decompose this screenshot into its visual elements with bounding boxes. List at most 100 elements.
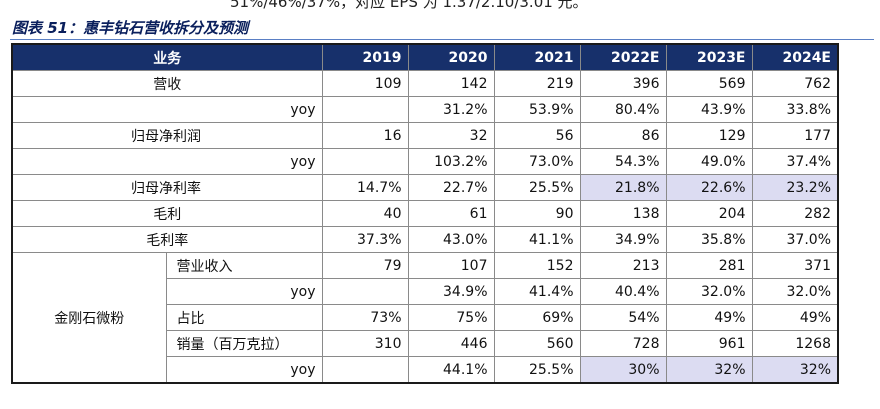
cell: 32.0% bbox=[751, 278, 839, 305]
cell: 14.7% bbox=[321, 174, 409, 201]
caption-divider bbox=[10, 39, 874, 40]
cell: 446 bbox=[407, 330, 495, 357]
cell-highlighted: 23.2% bbox=[751, 174, 839, 201]
cell: 79 bbox=[321, 252, 409, 279]
table-row: 占比 73% 75% 69% 54% 49% 49% bbox=[12, 304, 839, 331]
row-label: yoy bbox=[165, 278, 323, 305]
cell: 49% bbox=[751, 304, 839, 331]
cell: 41.1% bbox=[493, 226, 581, 253]
header-business: 业务 bbox=[11, 43, 323, 71]
cell: 310 bbox=[321, 330, 409, 357]
cell: 129 bbox=[665, 122, 753, 149]
cell: 371 bbox=[751, 252, 839, 279]
cell: 40 bbox=[321, 200, 409, 227]
cell-highlighted: 32% bbox=[665, 356, 753, 384]
row-label: 占比 bbox=[165, 304, 323, 331]
cell: 37.0% bbox=[751, 226, 839, 253]
cell: 56 bbox=[493, 122, 581, 149]
cell: 32 bbox=[407, 122, 495, 149]
header-year: 2021 bbox=[493, 43, 581, 71]
cell: 142 bbox=[407, 70, 495, 97]
row-label: yoy bbox=[165, 356, 323, 384]
table-row: yoy 31.2% 53.9% 80.4% 43.9% 33.8% bbox=[11, 96, 839, 123]
cell: 43.0% bbox=[407, 226, 495, 253]
cell: 34.9% bbox=[579, 226, 667, 253]
table-row: 销量（百万克拉） 310 446 560 728 961 1268 bbox=[12, 330, 839, 357]
cell: 37.3% bbox=[321, 226, 409, 253]
cell: 204 bbox=[665, 200, 753, 227]
cell: 25.5% bbox=[493, 174, 581, 201]
table-row: 毛利 40 61 90 138 204 282 bbox=[11, 200, 839, 227]
cell: 61 bbox=[407, 200, 495, 227]
row-label: yoy bbox=[11, 148, 323, 175]
cell: 396 bbox=[579, 70, 667, 97]
cell: 762 bbox=[751, 70, 839, 97]
cell bbox=[321, 278, 409, 305]
cell: 53.9% bbox=[493, 96, 581, 123]
row-label: 毛利率 bbox=[11, 226, 323, 253]
segment-label: 金刚石微粉 bbox=[11, 252, 167, 384]
row-label: 销量（百万克拉） bbox=[165, 330, 323, 357]
row-label: 归母净利润 bbox=[11, 122, 323, 149]
cell: 49% bbox=[665, 304, 753, 331]
table-row: 毛利率 37.3% 43.0% 41.1% 34.9% 35.8% 37.0% bbox=[11, 226, 839, 253]
cell: 152 bbox=[493, 252, 581, 279]
row-label: yoy bbox=[11, 96, 323, 123]
cell: 43.9% bbox=[665, 96, 753, 123]
cell: 44.1% bbox=[407, 356, 495, 384]
row-label: 毛利 bbox=[11, 200, 323, 227]
cell-highlighted: 32% bbox=[751, 356, 839, 384]
header-year: 2022E bbox=[579, 43, 667, 71]
table-row: 营收 109 142 219 396 569 762 bbox=[11, 70, 839, 97]
cell-highlighted: 22.6% bbox=[665, 174, 753, 201]
cell: 213 bbox=[579, 252, 667, 279]
cell: 49.0% bbox=[665, 148, 753, 175]
cell-highlighted: 21.8% bbox=[579, 174, 667, 201]
cell: 33.8% bbox=[751, 96, 839, 123]
cell: 75% bbox=[407, 304, 495, 331]
cell: 73% bbox=[321, 304, 409, 331]
cell: 560 bbox=[493, 330, 581, 357]
header-year: 2023E bbox=[665, 43, 753, 71]
cell: 138 bbox=[579, 200, 667, 227]
table-row: 归母净利率 14.7% 22.7% 25.5% 21.8% 22.6% 23.2… bbox=[11, 174, 839, 201]
cell: 107 bbox=[407, 252, 495, 279]
cell: 80.4% bbox=[579, 96, 667, 123]
cell: 22.7% bbox=[407, 174, 495, 201]
row-label: 归母净利率 bbox=[11, 174, 323, 201]
cell: 961 bbox=[665, 330, 753, 357]
cell: 34.9% bbox=[407, 278, 495, 305]
cell bbox=[321, 356, 409, 384]
cell: 109 bbox=[321, 70, 409, 97]
cell: 103.2% bbox=[407, 148, 495, 175]
table-header-row: 业务 2019 2020 2021 2022E 2023E 2024E bbox=[11, 43, 839, 71]
cut-off-text: 51%/46%/37%，对应 EPS 为 1.37/2.10/3.01 元。 bbox=[230, 0, 588, 11]
header-year: 2024E bbox=[751, 43, 839, 71]
cell: 32.0% bbox=[665, 278, 753, 305]
cell: 1268 bbox=[751, 330, 839, 357]
table-row: 金刚石微粉 营业收入 79 107 152 213 281 371 bbox=[11, 252, 839, 384]
header-year: 2019 bbox=[321, 43, 409, 71]
cell: 728 bbox=[579, 330, 667, 357]
row-label: 营收 bbox=[11, 70, 323, 97]
cell: 86 bbox=[579, 122, 667, 149]
cell: 177 bbox=[751, 122, 839, 149]
cell bbox=[321, 96, 409, 123]
table-caption: 图表 51：惠丰钻石营收拆分及预测 bbox=[12, 19, 249, 37]
table-row: yoy 44.1% 25.5% 30% 32% 32% bbox=[12, 356, 839, 384]
cell: 40.4% bbox=[579, 278, 667, 305]
cell: 282 bbox=[751, 200, 839, 227]
header-year: 2020 bbox=[407, 43, 495, 71]
cell bbox=[321, 148, 409, 175]
cell: 73.0% bbox=[493, 148, 581, 175]
cell: 54% bbox=[579, 304, 667, 331]
cell: 90 bbox=[493, 200, 581, 227]
cell: 69% bbox=[493, 304, 581, 331]
cell: 25.5% bbox=[493, 356, 581, 384]
cell: 54.3% bbox=[579, 148, 667, 175]
cell: 31.2% bbox=[407, 96, 495, 123]
cell: 41.4% bbox=[493, 278, 581, 305]
row-label: 营业收入 bbox=[165, 252, 323, 279]
table-row: 归母净利润 16 32 56 86 129 177 bbox=[11, 122, 839, 149]
cell: 37.4% bbox=[751, 148, 839, 175]
